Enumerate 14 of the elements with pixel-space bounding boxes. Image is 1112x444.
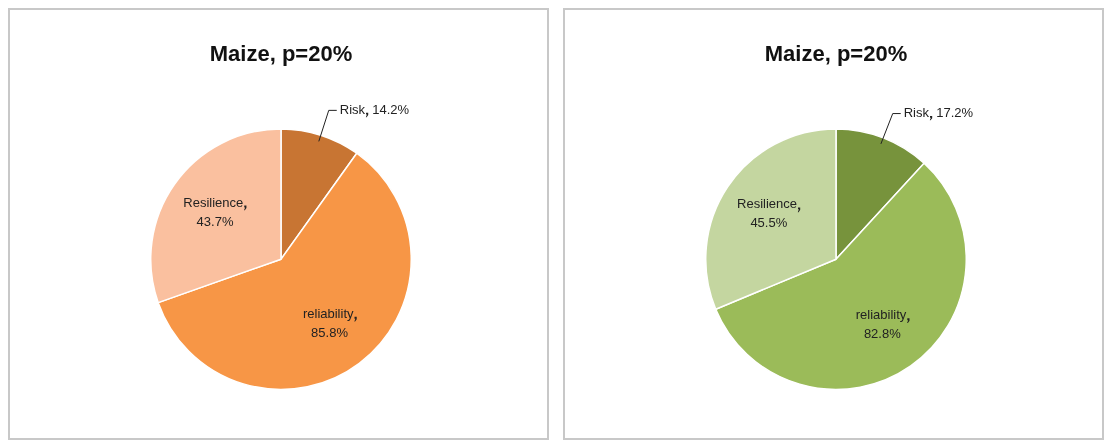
- slice-label: Resilience: [183, 194, 244, 210]
- chart-title: Maize, p=20%: [764, 41, 908, 67]
- slice-label: reliability: [855, 307, 907, 323]
- chart-title: Maize, p=20%: [209, 41, 353, 67]
- data-label: 14.2%: [372, 101, 410, 117]
- slice-label: Risk: [903, 105, 930, 121]
- data-label: 82.8%: [863, 326, 902, 342]
- data-label: 43.7%: [196, 213, 234, 229]
- slice-label: Resilience: [737, 196, 798, 212]
- data-label: 17.2%: [936, 105, 974, 121]
- data-label: 85.8%: [311, 324, 349, 340]
- data-label: 45.5%: [750, 215, 788, 231]
- slice-label: Risk: [339, 101, 366, 117]
- slice-label: reliability: [302, 305, 355, 321]
